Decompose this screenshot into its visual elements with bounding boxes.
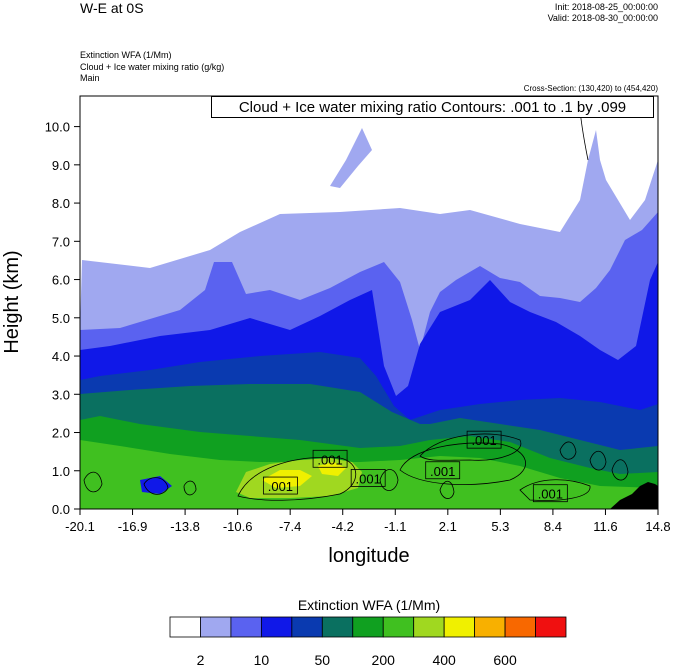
y-axis-label: Height (km) (1, 250, 23, 353)
y-tick-label: 3.0 (52, 387, 70, 402)
colorbar-label: 2 (197, 652, 205, 667)
contour-label: .001 (466, 430, 502, 449)
y-tick-label: 4.0 (52, 349, 70, 364)
contour-info-box: Cloud + Ice water mixing ratio Contours:… (211, 96, 654, 118)
colorbar-label: 50 (315, 652, 331, 667)
colorbar-swatch (352, 616, 384, 638)
colorbar-swatch (443, 616, 476, 638)
y-tick-label: 6.0 (52, 273, 70, 288)
cross-section-label: Cross-Section: (130,420) to (454,420) (523, 84, 658, 93)
svg-text:.001: .001 (356, 471, 381, 486)
contour-label: .001 (532, 484, 568, 503)
y-axis: 0.0 1.0 2.0 3.0 4.0 5.0 6.0 7.0 8.0 9.0 10.0 (45, 120, 80, 517)
plot-title: W-E at 0S (80, 0, 144, 16)
variable-line-mixing-ratio: Cloud + Ice water mixing ratio (g/kg) (80, 62, 225, 72)
y-tick-label: 1.0 (52, 464, 70, 479)
colorbar-swatch (413, 616, 445, 638)
heatmap-fill (80, 96, 658, 509)
colorbar-swatch (169, 616, 201, 638)
colorbar-label: 600 (493, 652, 517, 667)
x-tick-label: 2.1 (439, 519, 457, 534)
x-tick-label: -20.1 (65, 519, 95, 534)
x-tick-label: -10.6 (223, 519, 253, 534)
x-axis-label: longitude (328, 545, 409, 567)
y-tick-label: 0.0 (52, 502, 70, 517)
init-time: Init: 2018-08-25_00:00:00 (554, 2, 658, 12)
colorbar-swatch (291, 616, 323, 638)
x-tick-label: -13.8 (170, 519, 200, 534)
y-tick-label: 5.0 (52, 311, 70, 326)
mixing-ratio-contours (83, 109, 629, 501)
x-axis: -20.1 -16.9 -13.8 -10.6 -7.4 -4.2 -1.1 2.1 5.3 8.… (65, 509, 671, 534)
colorbar-swatch (230, 616, 262, 638)
svg-text:.001: .001 (317, 452, 342, 467)
contour-label: .001 (425, 461, 461, 480)
contour-labels: .001 .001 .001 .001 .001 .001 (262, 430, 568, 503)
x-tick-label: -4.2 (332, 519, 354, 534)
x-tick-label: -7.4 (279, 519, 301, 534)
colorbar (169, 616, 567, 638)
x-tick-label: 8.4 (544, 519, 562, 534)
y-tick-label: 8.0 (52, 196, 70, 211)
colorbar-swatch (504, 616, 536, 638)
x-tick-label: 11.6 (593, 519, 617, 534)
colorbar-swatch (200, 616, 232, 638)
valid-time: Valid: 2018-08-30_00:00:00 (547, 13, 658, 23)
variable-line-main: Main (80, 73, 100, 83)
contour-label: .001 (262, 476, 298, 495)
colorbar-swatch (382, 616, 415, 638)
colorbar-label: 400 (432, 652, 456, 667)
colorbar-label: 10 (254, 652, 270, 667)
x-tick-label: 5.3 (491, 519, 509, 534)
colorbar-labels: 2 10 50 200 400 600 (197, 652, 517, 667)
y-tick-label: 7.0 (52, 234, 70, 249)
x-tick-label: -1.1 (384, 519, 406, 534)
y-tick-label: 10.0 (45, 120, 70, 135)
colorbar-swatch (474, 616, 506, 638)
x-tick-label: -16.9 (118, 519, 148, 534)
colorbar-title: Extinction WFA (1/Mm) (298, 597, 440, 613)
colorbar-swatch (260, 616, 293, 638)
svg-text:.001: .001 (471, 433, 496, 448)
variable-line-extinction: Extinction WFA (1/Mm) (80, 50, 172, 60)
svg-text:.001: .001 (538, 487, 563, 502)
y-tick-label: 2.0 (52, 426, 70, 441)
colorbar-swatch (321, 616, 354, 638)
svg-text:.001: .001 (268, 479, 293, 494)
colorbar-label: 200 (372, 652, 396, 667)
contour-label: .001 (312, 449, 348, 468)
x-tick-label: 14.8 (645, 519, 670, 534)
y-tick-label: 9.0 (52, 158, 70, 173)
svg-text:.001: .001 (430, 464, 455, 479)
contour-label: .001 (350, 469, 386, 487)
colorbar-swatch (535, 616, 567, 638)
